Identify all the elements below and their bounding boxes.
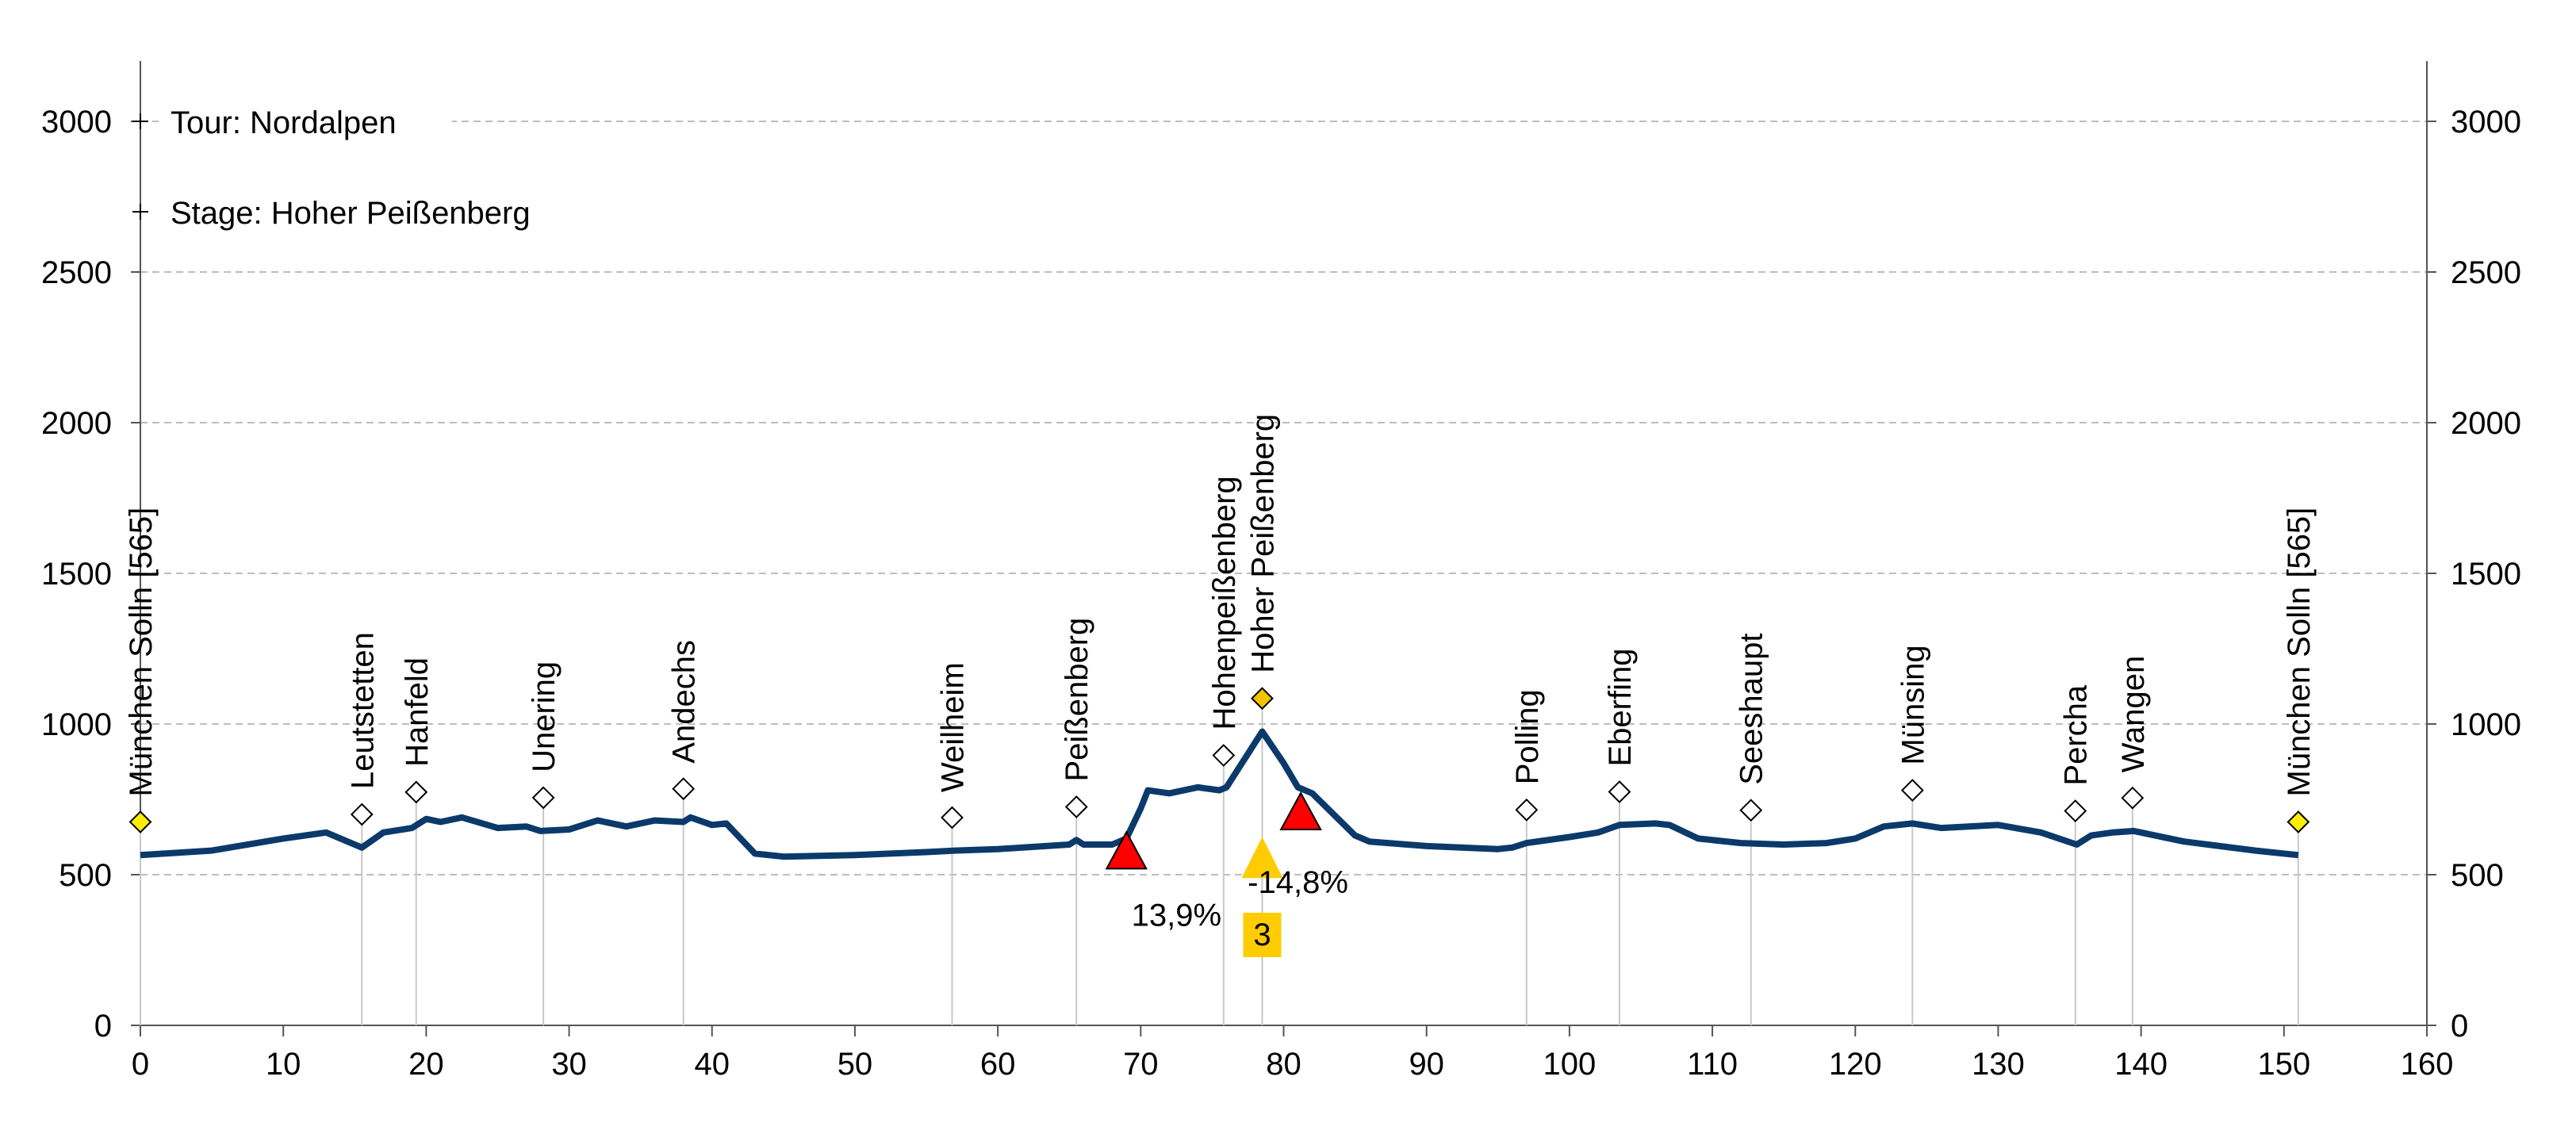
x-tick-label: 80 (1266, 1047, 1301, 1082)
waypoint-diamond-icon (2064, 799, 2087, 823)
x-tick-label: 120 (1829, 1047, 1882, 1082)
y-tick-label: 2500 (41, 255, 112, 290)
x-tick-label: 20 (408, 1047, 444, 1082)
waypoint-label: Percha (2059, 684, 2094, 785)
waypoint-diamond-icon (350, 803, 374, 826)
category-box (1243, 913, 1282, 957)
waypoint-label: Andechs (667, 640, 702, 764)
waypoint-label: Hanfeld (400, 657, 435, 767)
x-tick-label: 100 (1543, 1047, 1597, 1082)
gradient-label: 13,9% (1132, 898, 1221, 933)
waypoint-label: Unering (527, 661, 562, 772)
waypoints: München Solln [565] Leutstetten Hanfeld Une… (124, 414, 2317, 1025)
title-marker-icon (132, 204, 148, 220)
waypoint-diamond-icon (128, 810, 152, 833)
waypoint-diamond-icon (1251, 687, 1274, 711)
y-tick-label-right: 0 (2451, 1009, 2468, 1044)
waypoint-label: München Solln [565] (2282, 508, 2317, 797)
profile-series (140, 728, 2299, 860)
waypoint-diamond-icon (531, 786, 555, 810)
x-tick-label: 60 (980, 1047, 1016, 1082)
x-tick-label: 140 (2114, 1047, 2168, 1082)
y-tick-label-right: 1500 (2451, 557, 2521, 592)
elevation-line (140, 728, 2299, 860)
stage-title: Stage: Hoher Peißenberg (171, 196, 531, 231)
waypoint-diamond-icon (2121, 786, 2145, 810)
x-tick-label: 160 (2401, 1047, 2454, 1082)
waypoint-label: Wangen (2116, 656, 2151, 773)
x-tick-label: 130 (1972, 1047, 2025, 1082)
climb-triangle-icon (1279, 791, 1322, 830)
waypoint-label: Weilheim (935, 662, 970, 792)
x-tick-label: 90 (1409, 1047, 1444, 1082)
y-tick-label: 0 (94, 1009, 112, 1044)
chart-title: Tour: Nordalpen Stage: Hoher Peißenberg (171, 105, 531, 231)
tour-title: Tour: Nordalpen (171, 105, 397, 140)
x-tick-label: 70 (1123, 1047, 1159, 1082)
y-tick-label: 2000 (41, 406, 112, 441)
climb-triangle-icon (1105, 830, 1148, 870)
waypoint-diamond-icon (1900, 779, 1924, 803)
title-marker-icon (132, 113, 148, 129)
y-tick-label: 3000 (41, 105, 112, 140)
climb-markers: 3 13,9% -14,8% (1105, 791, 1348, 957)
waypoint-diamond-icon (1212, 744, 1236, 767)
waypoint-diamond-icon (1739, 799, 1763, 822)
category-label: 3 (1253, 918, 1271, 952)
x-tick-label: 50 (838, 1047, 873, 1082)
waypoint-label: Hoher Peißenberg (1245, 414, 1280, 673)
waypoint-diamond-icon (2287, 810, 2310, 833)
waypoint-label: Leutstetten (345, 632, 380, 789)
y-tick-label: 500 (59, 858, 112, 893)
y-tick-label: 1500 (41, 557, 112, 592)
category-triangle-icon (1241, 837, 1283, 879)
waypoint-label: Hohenpeißenberg (1207, 476, 1242, 730)
waypoint-label: Seeshaupt (1735, 633, 1769, 784)
waypoint-diamond-icon (1608, 780, 1631, 803)
waypoint-diamond-icon (672, 777, 696, 801)
waypoint-diamond-icon (1515, 798, 1539, 822)
x-tick-label: 150 (2257, 1047, 2310, 1082)
y-tick-label-right: 3000 (2451, 105, 2521, 140)
title-mask (159, 118, 452, 125)
grid-lines (140, 118, 2427, 875)
x-tick-label: 30 (551, 1047, 587, 1082)
waypoint-label: Peißenberg (1060, 618, 1094, 782)
x-tick-label: 10 (266, 1047, 301, 1082)
x-tick-label: 0 (132, 1047, 149, 1082)
waypoint-label: Polling (1510, 689, 1545, 784)
y-tick-label-right: 2500 (2451, 255, 2521, 290)
y-tick-label-right: 2000 (2451, 406, 2521, 441)
y-tick-label: 1000 (41, 707, 112, 742)
y-tick-label-right: 1000 (2451, 707, 2521, 742)
gradient-label: -14,8% (1248, 865, 1348, 900)
waypoint-diamond-icon (941, 806, 964, 829)
x-tick-label: 110 (1687, 1047, 1738, 1082)
waypoint-label: Eberfing (1603, 649, 1638, 767)
waypoint-label: München Solln [565] (124, 508, 159, 797)
waypoint-diamond-icon (404, 780, 428, 804)
waypoint-label: Münsing (1896, 645, 1930, 764)
y-tick-label-right: 500 (2451, 858, 2504, 893)
x-tick-label: 40 (695, 1047, 730, 1082)
waypoint-diamond-icon (1064, 795, 1088, 818)
